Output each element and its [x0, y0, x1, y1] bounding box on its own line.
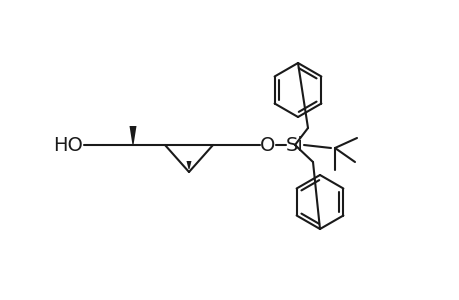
- Polygon shape: [129, 126, 136, 145]
- Text: HO: HO: [53, 136, 83, 154]
- Polygon shape: [186, 161, 191, 169]
- Text: O: O: [260, 136, 275, 154]
- Text: Si: Si: [285, 136, 303, 154]
